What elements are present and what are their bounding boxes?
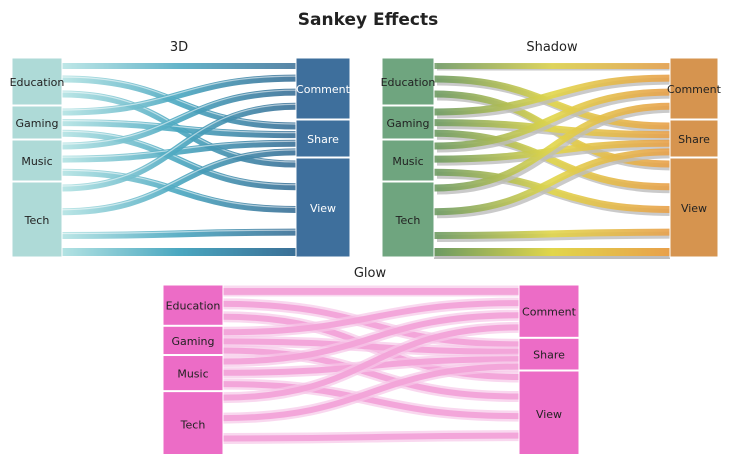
link-music-comment — [61, 88, 297, 150]
source-node-tech — [162, 391, 224, 454]
source-label-tech: Tech — [24, 214, 50, 227]
link-tech-share — [61, 148, 297, 216]
link-highlight — [61, 229, 297, 235]
band-top — [223, 289, 519, 295]
target-label-share: Share — [307, 133, 339, 146]
source-node-tech — [381, 181, 435, 258]
source-label-gaming: Gaming — [387, 117, 430, 130]
link-education-share — [222, 300, 520, 348]
band-top — [434, 63, 670, 69]
source-node-gaming — [381, 105, 435, 140]
link-gaming-view — [61, 129, 297, 191]
band-top — [62, 63, 296, 69]
source-node-education — [11, 57, 63, 106]
link-gaming-comment — [61, 74, 297, 116]
source-label-tech: Tech — [180, 418, 206, 431]
source-node-music — [162, 355, 224, 392]
main-title: Sankey Effects — [297, 10, 439, 30]
band-bottom — [62, 248, 296, 256]
link-music-comment — [433, 88, 671, 150]
link-music-view — [433, 168, 671, 213]
target-node-view — [295, 157, 351, 258]
source-node-gaming — [11, 105, 63, 140]
link-tech-view — [222, 432, 520, 442]
source-label-music: Music — [21, 155, 52, 168]
link-highlight — [61, 89, 297, 145]
link-tech-share — [222, 363, 520, 422]
sankey-3d: Education Gaming Music Tech Comment Share View — [10, 57, 351, 258]
link-tech-view — [61, 228, 297, 239]
link-gaming-view — [222, 347, 520, 400]
band-bottom — [434, 248, 670, 256]
source-label-tech: Tech — [395, 214, 421, 227]
target-label-share: Share — [678, 133, 710, 146]
source-node-music — [11, 139, 63, 182]
target-node-share — [669, 119, 719, 158]
source-node-tech — [11, 181, 63, 258]
panel-title-glow: Glow — [353, 266, 387, 281]
link-gaming-comment — [222, 300, 520, 336]
source-node-education — [381, 57, 435, 106]
link-gaming-view — [433, 129, 671, 191]
target-node-share — [518, 337, 580, 371]
link-tech-comment — [222, 324, 520, 401]
target-label-view: View — [536, 408, 562, 421]
target-node-comment — [669, 57, 719, 120]
target-label-comment: Comment — [667, 83, 722, 96]
link-highlight — [61, 103, 297, 187]
sankey-glow: Education Gaming Music Tech Comment Share View — [162, 284, 580, 454]
link-highlight — [61, 120, 297, 134]
source-label-music: Music — [177, 368, 208, 381]
source-label-music: Music — [392, 155, 423, 168]
target-node-share — [295, 119, 351, 158]
source-label-education: Education — [10, 76, 65, 89]
panel-title-3d: 3D — [169, 40, 189, 55]
link-tech-comment — [61, 102, 297, 192]
target-label-view: View — [681, 202, 707, 215]
source-label-education: Education — [381, 76, 436, 89]
link-gaming-comment — [433, 74, 671, 116]
source-label-gaming: Gaming — [16, 117, 59, 130]
link-music-view — [222, 381, 520, 420]
target-label-comment: Comment — [522, 306, 577, 319]
link-tech-share — [433, 148, 671, 216]
source-node-music — [381, 139, 435, 182]
target-node-comment — [518, 284, 580, 338]
sankey-shadow: Education Gaming Music Tech Comment Share View — [381, 57, 722, 259]
link-highlight — [61, 75, 297, 111]
link-gaming-share — [222, 338, 520, 355]
link-highlight — [61, 149, 297, 211]
link-music-view — [61, 168, 297, 213]
source-label-education: Education — [166, 300, 221, 313]
target-node-view — [669, 157, 719, 258]
link-gaming-share — [61, 119, 297, 139]
link-gaming-share — [433, 119, 671, 139]
target-label-share: Share — [533, 349, 565, 362]
link-tech-comment — [433, 102, 671, 192]
target-node-view — [518, 370, 580, 454]
link-highlight — [61, 76, 297, 125]
panel-title-shadow: Shadow — [526, 40, 578, 55]
link-highlight — [61, 169, 297, 209]
target-label-comment: Comment — [296, 83, 351, 96]
link-tech-view — [433, 228, 671, 239]
source-label-gaming: Gaming — [172, 335, 215, 348]
source-node-gaming — [162, 325, 224, 356]
link-highlight — [61, 130, 297, 186]
source-node-education — [162, 284, 224, 326]
target-node-comment — [295, 57, 351, 120]
link-music-comment — [222, 312, 520, 365]
link-education-share — [61, 75, 297, 130]
target-label-view: View — [310, 202, 336, 215]
